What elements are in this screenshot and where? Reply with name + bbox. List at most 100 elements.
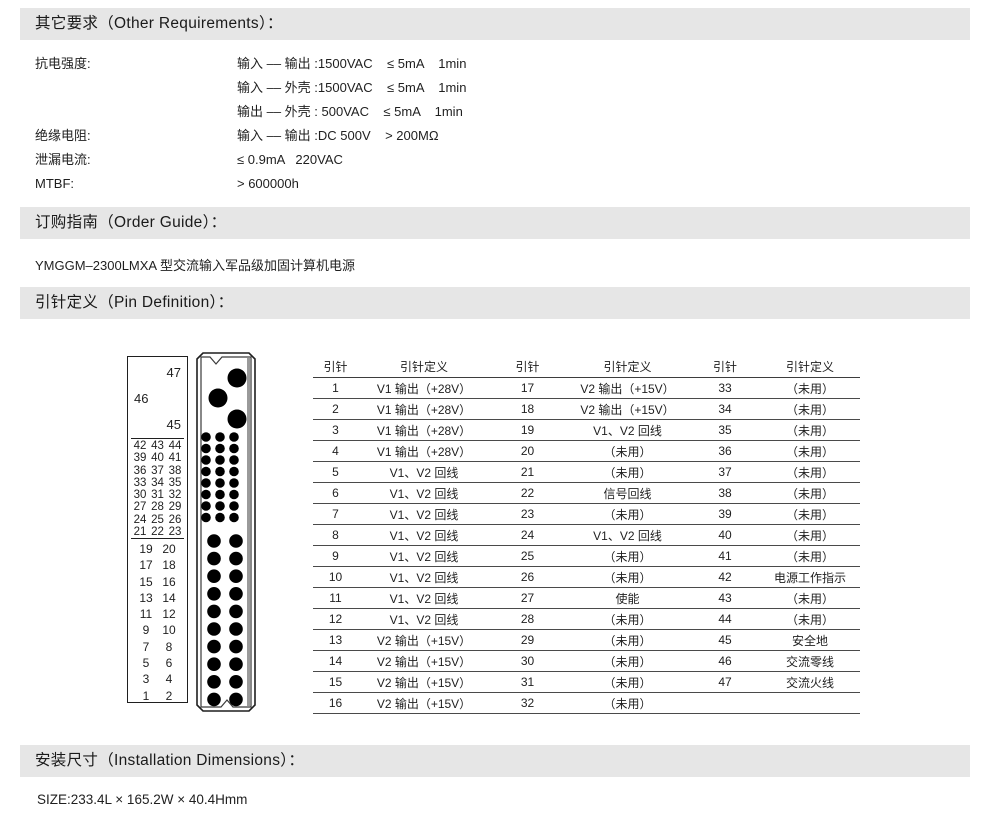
- pin-hole: [201, 443, 211, 454]
- pin-definition-cell: （未用）: [785, 381, 834, 396]
- pin-definition-cell: （未用）: [785, 507, 834, 522]
- pin-number-cell: 20: [520, 444, 535, 458]
- pin-map-number: 7: [142, 639, 150, 654]
- pin-definition-cell: V2 输出（+15V）: [376, 696, 472, 711]
- pin-table-row: 15 V2 输出（+15V） 31 （未用） 47 交流火线: [313, 672, 860, 693]
- pin-hole: [207, 692, 221, 707]
- pin-definition-cell: V2 输出（+15V）: [580, 381, 675, 396]
- pin-definition-cell: 信号回线: [603, 486, 652, 501]
- pin-hole: [201, 489, 211, 500]
- pin-definition-cell: （未用）: [785, 528, 834, 543]
- pin-definition-cell: V1、V2 回线: [389, 507, 459, 522]
- pin-definition-cell: （未用）: [603, 570, 652, 585]
- pin-hole: [229, 587, 243, 601]
- pin-definition-cell: （未用）: [785, 612, 834, 627]
- pin-table-header-cell: 引针定义: [785, 360, 834, 374]
- pin-map-number: 37: [151, 464, 164, 477]
- pin-map-number: 8: [165, 639, 173, 654]
- pin-definition-cell: （未用）: [785, 591, 834, 606]
- pin-map-number: 12: [162, 607, 176, 622]
- pin-map-number: 43: [151, 440, 164, 452]
- pin-definition-cell: V2 输出（+15V）: [376, 654, 472, 669]
- pin-definition-cell: V1、V2 回线: [389, 612, 459, 627]
- pin-definition-cell: （未用）: [785, 402, 834, 417]
- pin-map-number: 26: [168, 513, 182, 526]
- pin-table-header-row: 引针 引针定义 引针 引针定义 引针 引针定义: [313, 356, 860, 378]
- spec-value: 输入 –– 输出 :DC 500V > 200MΩ: [237, 128, 439, 143]
- pin-definition-cell: V1 输出（+28V）: [376, 444, 472, 459]
- pin-map-pair-rows: 19 20 17 18 15 16 13 14 11 12 9 10 7 8 5 6 3 4 1 2: [128, 539, 187, 704]
- other-requirements-spec-list: 抗电强度: 输入 –– 输出 :1500VAC ≤ 5mA 1min 输入 –– 外…: [35, 52, 735, 196]
- pin-number-cell: 29: [520, 633, 535, 647]
- pin-definition-cell: 交流火线: [785, 675, 834, 690]
- pin-table-header-cell: 引针: [712, 360, 737, 374]
- pin-hole: [215, 466, 225, 477]
- pin-number-cell: 41: [718, 549, 732, 563]
- pin-map-row: 13 14: [128, 590, 187, 606]
- pin-map-number: 19: [139, 542, 153, 556]
- pin-definition-cell: V1、V2 回线: [389, 465, 459, 480]
- spec-row: 泄漏电流: ≤ 0.9mA 220VAC: [35, 148, 735, 172]
- spec-value: > 600000h: [237, 176, 299, 191]
- spec-value: ≤ 0.9mA 220VAC: [237, 152, 343, 167]
- pin-definition-cell: V1 输出（+28V）: [376, 423, 472, 438]
- pin-hole: [229, 675, 243, 689]
- pin-hole: [229, 692, 243, 707]
- pin-map-singles: 47 46 45: [128, 357, 187, 438]
- pin-table-body: 1 V1 输出（+28V） 17 V2 输出（+15V） 33 （未用） 2 V1 输出（+2…: [313, 378, 860, 714]
- pin-number-cell: 44: [718, 612, 732, 626]
- pin-number-cell: 35: [718, 423, 732, 437]
- pin-hole: [207, 587, 221, 601]
- pin-table-row: 9 V1、V2 回线 25 （未用） 41 （未用）: [313, 546, 860, 567]
- pin-map-number: 27: [133, 501, 147, 514]
- pin-map-number: 32: [168, 489, 182, 502]
- pin-map-number: 29: [168, 501, 182, 514]
- spec-row: 输入 –– 外壳 :1500VAC ≤ 5mA 1min: [35, 76, 735, 100]
- pin-hole: [207, 622, 221, 636]
- pin-number-cell: 11: [329, 591, 342, 605]
- pin-definition-cell: V1、V2 回线: [593, 528, 662, 543]
- pin-number-cell: 24: [520, 528, 535, 542]
- pin-map-number: 44: [168, 440, 182, 452]
- pin-table-row: 5 V1、V2 回线 21 （未用） 37 （未用）: [313, 462, 860, 483]
- pin-map-row: 42 43 44: [128, 440, 187, 452]
- pin-map-number: 1: [142, 688, 150, 703]
- pin-table-header-cell: 引针定义: [603, 360, 652, 374]
- pin-definition-cell: （未用）: [785, 423, 834, 438]
- pin-table-row: 10 V1、V2 回线 26 （未用） 42 电源工作指示: [313, 567, 860, 588]
- pin-table-row: 6 V1、V2 回线 22 信号回线 38 （未用）: [313, 483, 860, 504]
- pin-hole: [229, 569, 243, 583]
- pin-number-cell: 40: [718, 528, 732, 542]
- pin-hole: [229, 622, 243, 636]
- pin-hole: [201, 501, 211, 511]
- pin-definition-cell: （未用）: [785, 486, 834, 501]
- pin-map-row: 39 40 41: [128, 452, 187, 464]
- pin-table-header-cell: 引针定义: [399, 360, 448, 374]
- pin-number-cell: 5: [332, 465, 339, 479]
- section-header-order-guide: 订购指南（Order Guide）：: [20, 207, 970, 239]
- pin-map-row: 24 25 26: [128, 514, 187, 526]
- pin-hole: [229, 604, 243, 619]
- pin-map-number: 24: [133, 513, 147, 526]
- pin-map-number: 3: [142, 672, 150, 687]
- pin-table-row: 12 V1、V2 回线 28 （未用） 44 （未用）: [313, 609, 860, 630]
- pin-definition-cell: V1、V2 回线: [389, 528, 459, 543]
- pin-map-number: 34: [151, 476, 164, 489]
- pin-number-cell: 47: [718, 675, 732, 689]
- pin-map-row: 9 10: [128, 622, 187, 638]
- pin-map-number: 30: [133, 489, 147, 502]
- pin-table-header-cell: 引针: [323, 360, 348, 374]
- pin-map-number: 38: [168, 464, 182, 477]
- pin-definition-cell: 交流零线: [785, 654, 834, 669]
- pin-table-row: 4 V1 输出（+28V） 20 （未用） 36 （未用）: [313, 441, 860, 462]
- pin-number-cell: 23: [520, 507, 535, 521]
- pin-number-cell: 14: [328, 654, 343, 668]
- pin-map-number: 5: [142, 656, 150, 671]
- pin-map-number: 13: [139, 590, 153, 605]
- pin-definition-cell: （未用）: [603, 444, 652, 459]
- pin-definition-cell: V2 输出（+15V）: [580, 402, 675, 417]
- pin-number-cell: 1: [332, 381, 339, 395]
- pin-definition-cell: （未用）: [603, 633, 652, 648]
- pin-map-number: 21: [133, 526, 147, 539]
